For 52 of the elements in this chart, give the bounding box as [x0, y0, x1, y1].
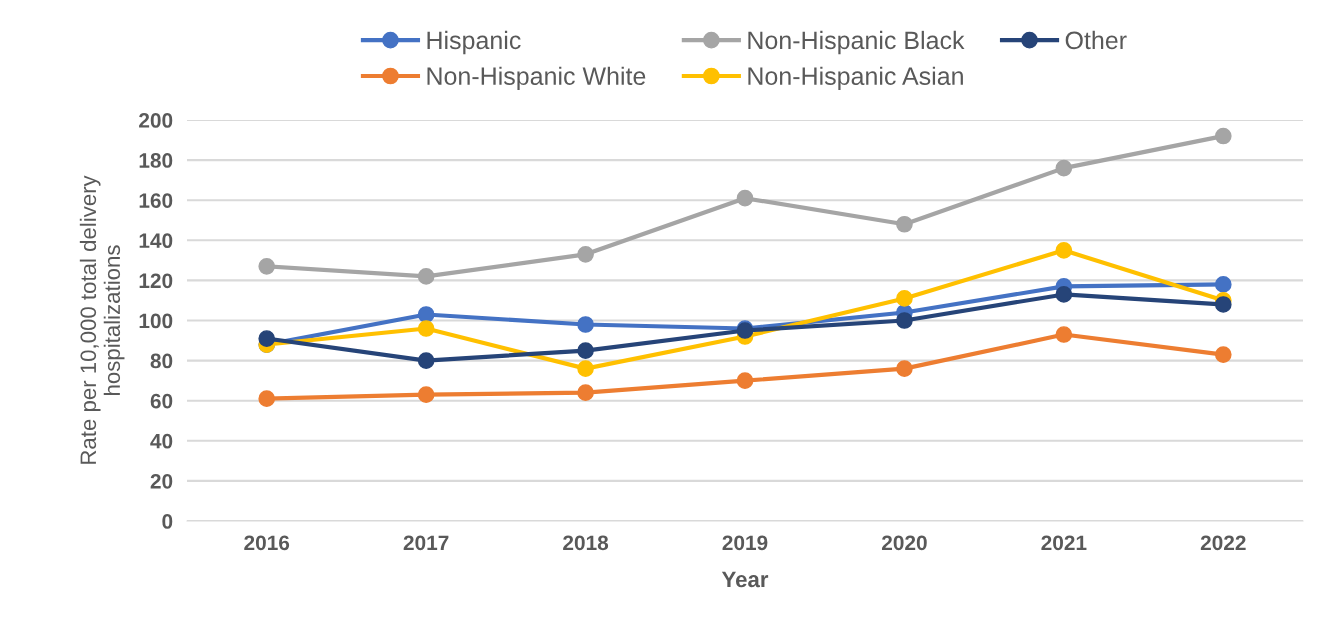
x-tick-label: 2020	[881, 535, 927, 551]
legend-label: Hispanic	[427, 30, 521, 55]
point	[1055, 241, 1073, 259]
point	[1214, 276, 1232, 293]
y-tick-label: 20	[150, 473, 173, 489]
point	[417, 306, 435, 323]
point	[258, 258, 276, 275]
point	[896, 290, 913, 307]
x-tick-label: 2019	[722, 535, 768, 551]
point	[1214, 296, 1232, 313]
point	[417, 386, 435, 404]
y-tick-label: 180	[139, 153, 173, 168]
point	[1214, 346, 1232, 363]
point	[896, 312, 913, 329]
point	[417, 352, 435, 369]
y-tick-label: 160	[139, 193, 173, 208]
point	[577, 360, 594, 377]
y-tick-label: 100	[139, 313, 173, 329]
point	[577, 246, 594, 263]
point	[736, 189, 754, 207]
point	[1055, 326, 1073, 343]
legend-label: Other	[1065, 30, 1127, 50]
y-tick-label: 120	[139, 273, 173, 289]
y-tick-label: 40	[150, 433, 173, 449]
point	[258, 330, 276, 347]
point	[417, 268, 435, 285]
legend-label: Non-Hispanic Asian	[748, 66, 963, 90]
point	[896, 215, 913, 233]
y-tick-label: 140	[139, 233, 173, 249]
point	[1055, 286, 1073, 303]
point	[577, 316, 594, 333]
y-tick-label: 60	[150, 393, 173, 409]
x-tick-label: 2016	[244, 535, 290, 551]
x-tick-label: 2018	[563, 535, 609, 551]
point	[1214, 127, 1232, 145]
point	[896, 360, 913, 377]
y-tick-label: 200	[139, 113, 173, 128]
point	[577, 384, 594, 402]
legend-label: Non-Hispanic White	[427, 66, 646, 90]
x-tick-label: 2021	[1041, 535, 1087, 551]
point	[1055, 159, 1073, 177]
point	[258, 390, 276, 408]
x-tick-label: 2022	[1200, 535, 1246, 551]
y-tick-label: 0	[162, 514, 173, 529]
y-tick-label: 80	[150, 353, 173, 369]
x-axis-title: Year	[721, 571, 769, 588]
y-axis-title: Rate per 10,000 total delivery hospitalizations	[79, 175, 125, 464]
legend-label: Non-Hispanic Black	[748, 30, 965, 55]
point	[736, 372, 754, 389]
x-tick-label: 2017	[403, 535, 449, 551]
point	[417, 320, 435, 337]
point	[577, 342, 594, 359]
